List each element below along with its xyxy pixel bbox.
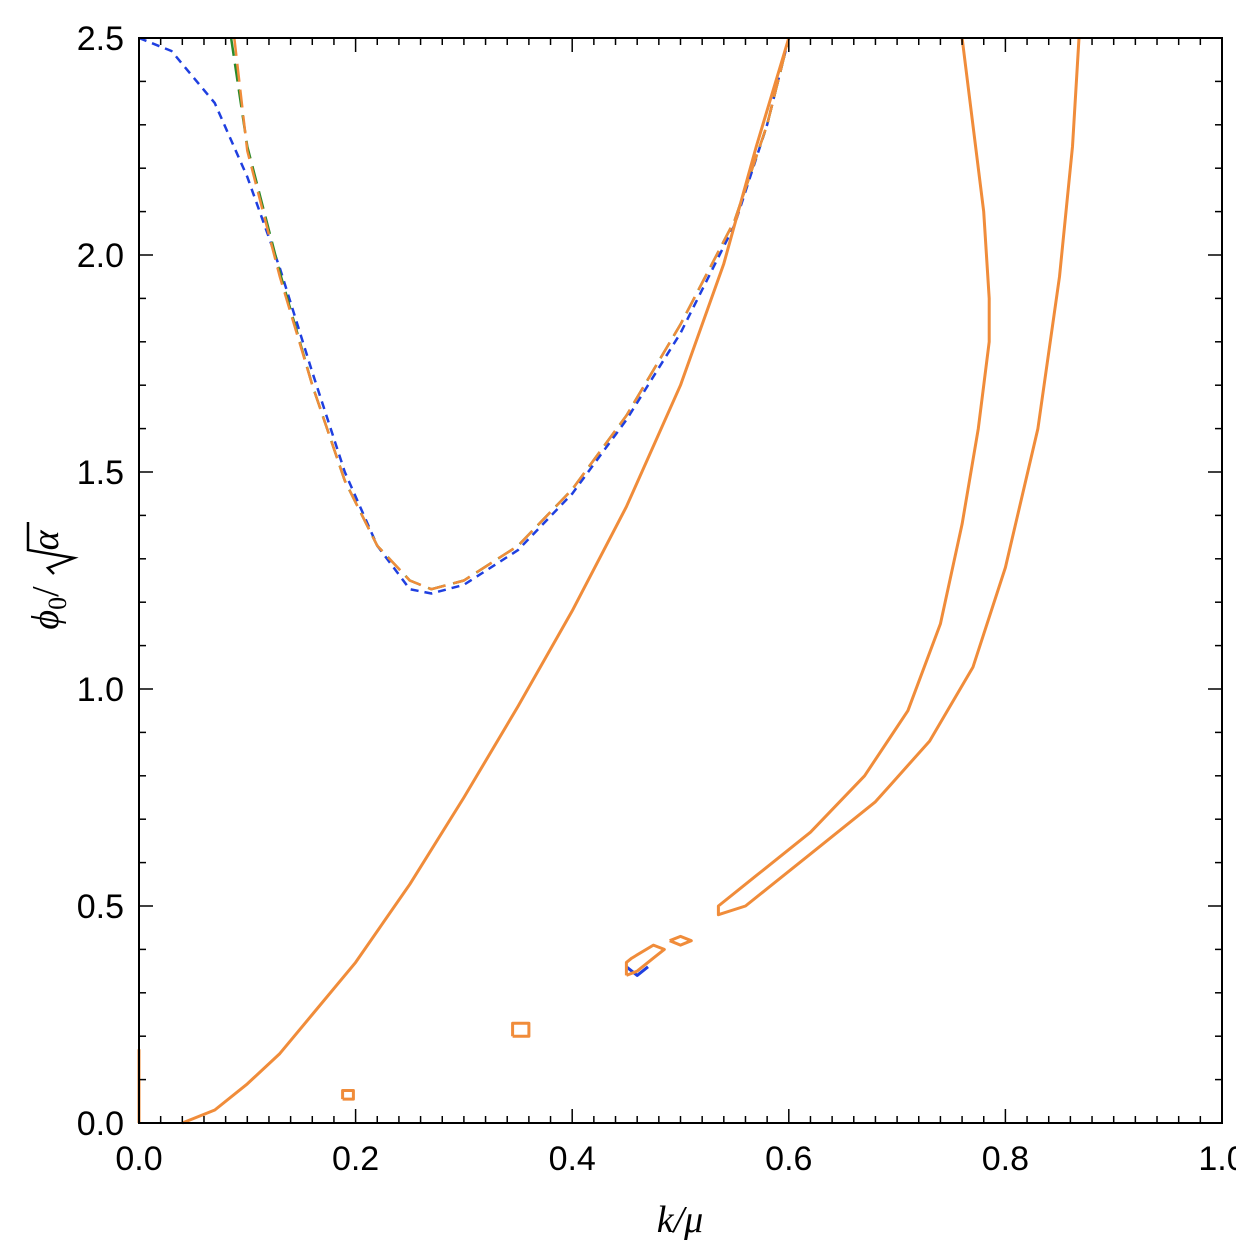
y-tick-label: 0.0 — [77, 1105, 124, 1143]
series-line-4 — [716, 37, 1081, 917]
series-line-6 — [341, 1089, 355, 1101]
series-line-9 — [624, 943, 666, 977]
y-tick-label: 2.0 — [77, 237, 124, 275]
x-tick-label: 0.2 — [332, 1140, 379, 1178]
x-tick-label: 1.0 — [1198, 1140, 1236, 1178]
x-tick-label: 0.8 — [982, 1140, 1029, 1178]
x-tick-label: 0.0 — [115, 1140, 162, 1178]
x-tick-label: 0.6 — [765, 1140, 812, 1178]
y-axis-label: ϕ0/α — [25, 522, 79, 630]
y-tick-label: 1.0 — [77, 671, 124, 709]
tick-labels: 0.0 0.2 0.4 0.6 0.8 1.0 0.0 0.5 1.0 1.5 2.0 2.5 — [77, 20, 1236, 1178]
plot-marks — [137, 36, 1081, 1125]
series-line-0 — [138, 36, 791, 595]
series-line-8 — [625, 965, 649, 977]
y-tick-label: 0.5 — [77, 888, 124, 926]
y-tick-label: 1.5 — [77, 454, 124, 492]
series-line-10 — [669, 934, 693, 947]
series-line-3 — [181, 37, 791, 1125]
x-axis-label: k/μ — [657, 1199, 704, 1241]
series-line-2 — [233, 37, 791, 591]
axis-ticks — [138, 37, 1223, 1124]
plot-frame — [138, 37, 1223, 1124]
x-tick-label: 0.4 — [549, 1140, 596, 1178]
y-tick-label: 2.5 — [77, 20, 124, 58]
series-line-7 — [511, 1021, 531, 1038]
svg-text:ϕ0/α: ϕ0/α — [25, 529, 72, 629]
